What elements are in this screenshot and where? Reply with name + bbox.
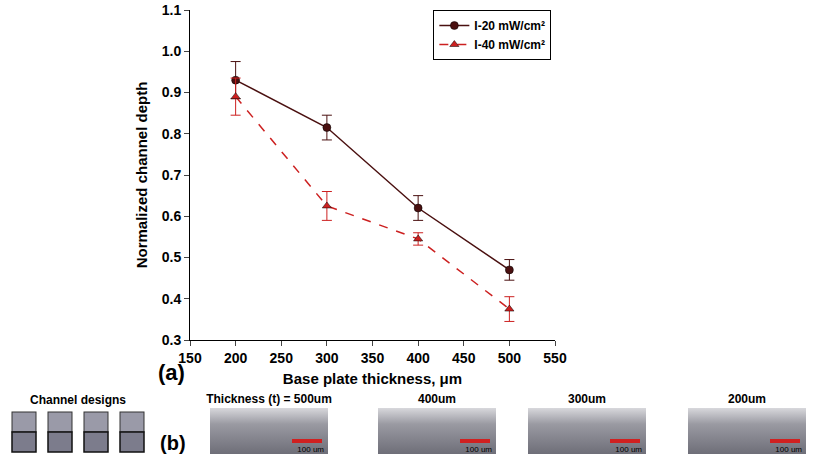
svg-text:100 um: 100 um xyxy=(297,445,324,454)
svg-text:1.1: 1.1 xyxy=(162,2,182,18)
svg-text:0.3: 0.3 xyxy=(162,332,182,348)
svg-text:350: 350 xyxy=(361,350,385,366)
svg-text:200: 200 xyxy=(224,350,248,366)
svg-text:0.4: 0.4 xyxy=(162,291,182,307)
svg-text:Thickness (t) = 500um: Thickness (t) = 500um xyxy=(206,392,332,406)
svg-text:100 um: 100 um xyxy=(615,445,642,454)
svg-text:Channel designs: Channel designs xyxy=(30,393,126,407)
svg-text:550: 550 xyxy=(543,350,567,366)
svg-text:Normalized channel depth: Normalized channel depth xyxy=(133,82,150,269)
svg-text:250: 250 xyxy=(270,350,294,366)
svg-text:500: 500 xyxy=(498,350,522,366)
svg-text:100 um: 100 um xyxy=(775,445,802,454)
svg-text:450: 450 xyxy=(452,350,476,366)
html-text:(a): (a) xyxy=(158,360,185,385)
svg-text:0.8: 0.8 xyxy=(162,126,182,142)
svg-text:150: 150 xyxy=(178,349,202,366)
svg-text:Base plate thickness, μm: Base plate thickness, μm xyxy=(283,370,462,387)
svg-text:300um: 300um xyxy=(568,392,606,406)
svg-text:400um: 400um xyxy=(418,392,456,406)
svg-text:200um: 200um xyxy=(728,392,766,406)
svg-text:400: 400 xyxy=(406,350,430,366)
svg-text:I-40 mW/cm²: I-40 mW/cm² xyxy=(474,38,545,52)
svg-text:0.7: 0.7 xyxy=(162,167,182,183)
svg-text:100 um: 100 um xyxy=(465,445,492,454)
svg-text:(b): (b) xyxy=(160,432,186,454)
svg-text:0.6: 0.6 xyxy=(162,208,182,224)
svg-text:0.9: 0.9 xyxy=(162,84,182,100)
svg-text:I-20 mW/cm²: I-20 mW/cm² xyxy=(474,19,545,33)
svg-text:0.5: 0.5 xyxy=(162,249,182,265)
svg-text:300: 300 xyxy=(315,350,339,366)
svg-text:1.0: 1.0 xyxy=(162,43,182,59)
